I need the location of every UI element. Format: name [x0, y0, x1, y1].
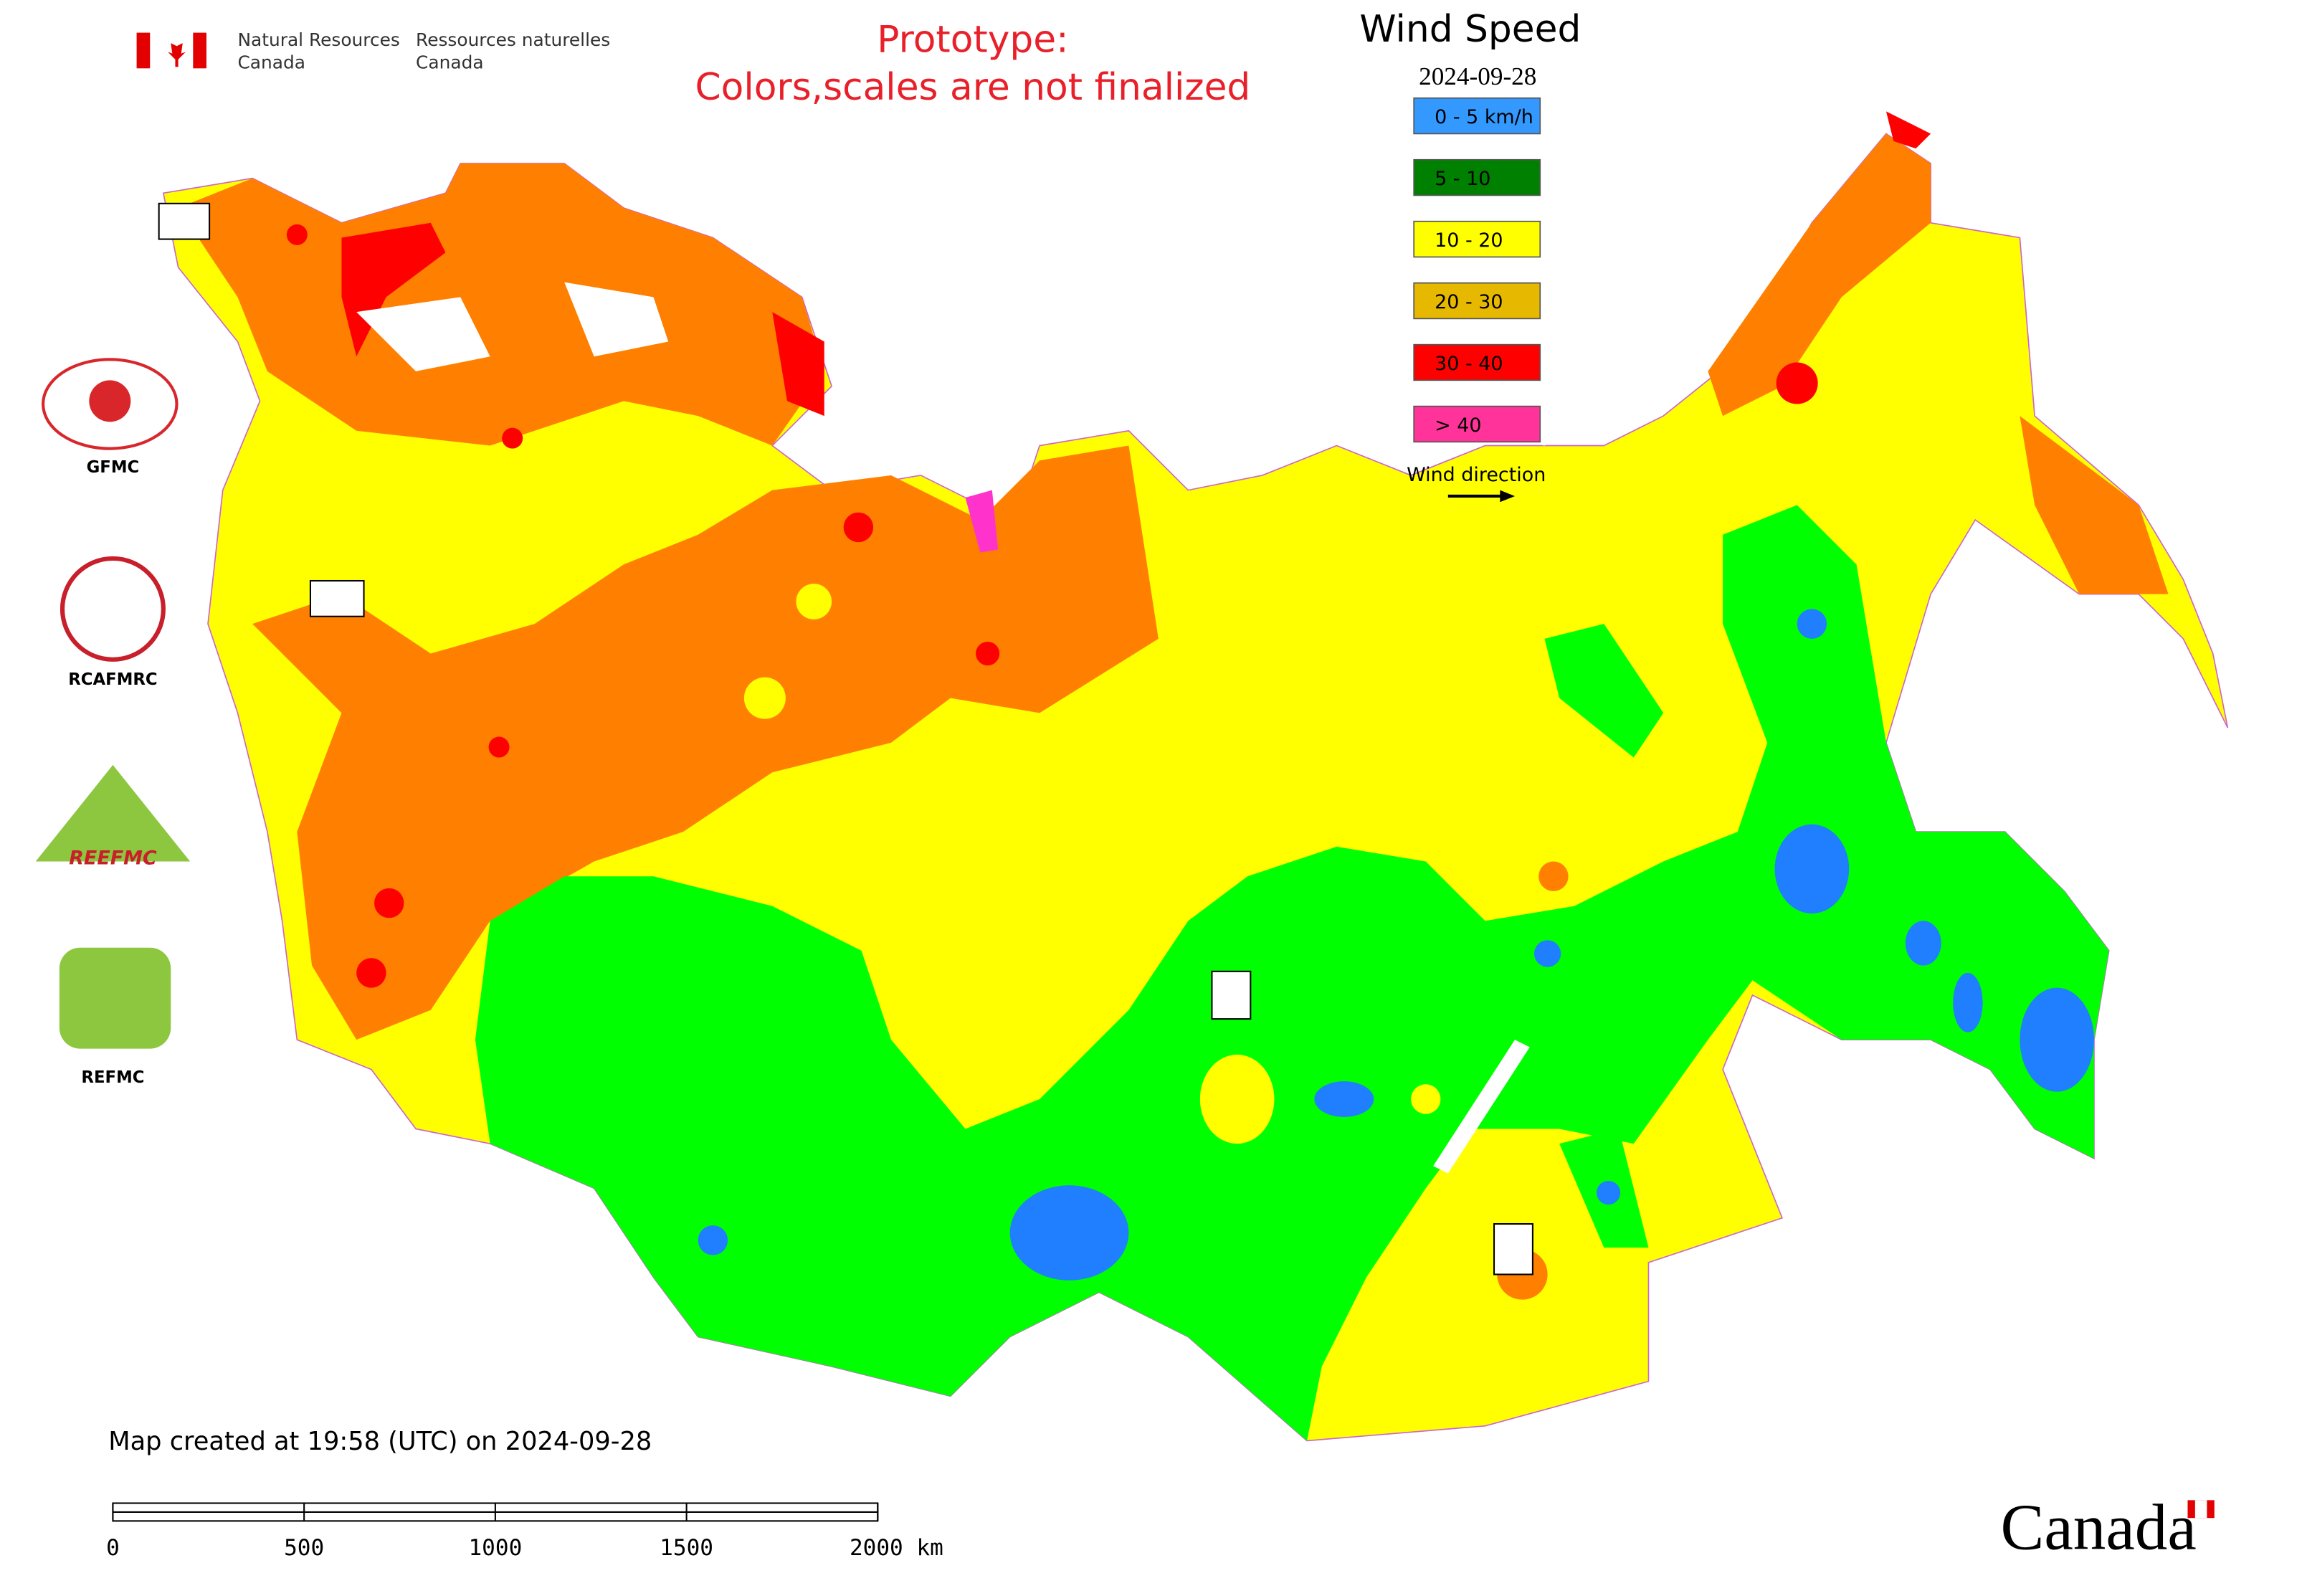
legend-label: 5 - 10: [1435, 168, 1490, 190]
gfmc-logo: [89, 380, 131, 422]
scale-bar: 0 500 1000 1500 2000 km: [106, 1502, 943, 1561]
prototype-note: Prototype:: [877, 19, 1068, 62]
refmc-logo: [59, 947, 171, 1049]
zone-30-40-patch: [488, 736, 510, 758]
zone-10-20-patch: [796, 584, 832, 619]
logo-label: REFMC: [81, 1068, 144, 1087]
zone-30-40-patch: [374, 888, 404, 918]
legend-swatch: [1413, 343, 1541, 381]
zone-0-5-patch: [1533, 940, 1561, 967]
zone-30-40-patch: [976, 641, 1000, 666]
scale-label: 2000 km: [850, 1535, 943, 1561]
legend-swatch: [1413, 405, 1541, 443]
zone-5-10: [475, 505, 2109, 1441]
flag-bar: [193, 32, 206, 69]
scale-label: 0: [106, 1535, 120, 1561]
zone-10-20-patch: [1411, 1084, 1441, 1114]
station-marker: [309, 579, 365, 617]
wind-direction-arrow: [1500, 490, 1516, 503]
zone-30-40-patch: [502, 427, 523, 449]
legend-swatch: [1413, 282, 1541, 320]
rcafmrc-logo: [60, 556, 166, 662]
zone-30-40-patch: [843, 512, 874, 543]
legend-swatch: [1413, 97, 1541, 135]
legend-swatch: [1413, 158, 1541, 196]
zone-0-5-patch: [1314, 1081, 1374, 1117]
legend-label: 20 - 30: [1435, 291, 1503, 313]
zone-30-40-patch: [772, 312, 824, 417]
logos: GFMC RCAFMRC REEFMC REFMC: [35, 358, 191, 1087]
legend-label: 0 - 5 km/h: [1435, 106, 1533, 128]
wind-direction-label: Wind direction: [1407, 464, 1546, 486]
legend-date: 2024-09-28: [1419, 62, 1536, 90]
logo-label: GFMC: [87, 458, 140, 477]
zone-0-5: [698, 609, 2094, 1281]
legend-label: 10 - 20: [1435, 229, 1503, 252]
zone-20-30-patch: [1538, 861, 1569, 891]
prototype-note: Colors,scales are not finalized: [695, 66, 1251, 109]
zone-0-5-patch: [698, 1225, 728, 1255]
legend: 0 - 5 km/h 5 - 10 10 - 20 20 - 30 30 - 40 > 4…: [1413, 97, 1541, 443]
agency-fr: Canada: [416, 52, 484, 72]
station-marker: [1211, 970, 1252, 1020]
zone-0-5-patch: [1905, 921, 1941, 966]
created-note: Map created at 19:58 (UTC) on 2024-09-28: [108, 1427, 652, 1456]
gc-signature: Natural Resources Canada Ressources natu…: [136, 29, 610, 72]
agency-en: Canada: [237, 52, 305, 72]
zone-0-5-patch: [1797, 609, 1827, 639]
zone-30-40-patch: [1885, 111, 1931, 149]
logo-label: REEFMC: [69, 847, 157, 870]
zone-10-20-patch: [1199, 1054, 1275, 1144]
zone-20-30: [178, 133, 2169, 1040]
lake: [356, 282, 669, 371]
zone-0-5-patch: [1596, 1180, 1621, 1205]
station-marker: [1493, 1222, 1533, 1276]
legend-label: 30 - 40: [1435, 353, 1503, 375]
zone-10-20-patch: [743, 677, 786, 719]
logo-label: RCAFMRC: [68, 670, 157, 689]
legend-label: > 40: [1435, 414, 1481, 437]
lake-baikal: [1433, 1040, 1530, 1174]
scale-label: 500: [284, 1535, 324, 1561]
station-marker: [158, 202, 211, 240]
canada-wordmark: Canada: [2001, 1491, 2197, 1564]
zone-30-40-patch: [356, 958, 386, 988]
zone-30-40-patch: [286, 224, 308, 245]
zone-30-40-patch: [1776, 362, 1818, 404]
scale-label: 1500: [660, 1535, 713, 1561]
reefmc-logo: [35, 764, 191, 862]
legend-title: Wind Speed: [1359, 8, 1581, 51]
zone-0-5-patch: [2020, 987, 2094, 1092]
flag-bar: [136, 32, 151, 69]
agency-en: Natural Resources: [237, 29, 399, 50]
scale-label: 1000: [468, 1535, 522, 1561]
zone-0-5-patch: [1953, 972, 1983, 1032]
agency-fr: Ressources naturelles: [416, 29, 610, 50]
wind-map: [158, 111, 2229, 1442]
zone-10-20-patches: [743, 584, 1441, 1144]
legend-swatch: [1413, 220, 1541, 258]
zone-gt-40: [965, 490, 999, 553]
zone-0-5-patch: [1774, 824, 1850, 914]
maple-leaf: [168, 35, 186, 67]
wordmark-flag: [2194, 1500, 2207, 1519]
zone-0-5-patch: [1009, 1185, 1129, 1281]
gfmc-logo: [42, 358, 179, 450]
